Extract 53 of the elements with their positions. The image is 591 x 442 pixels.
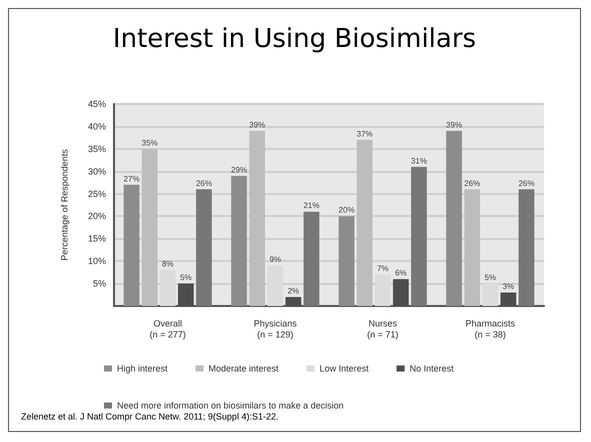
legend-label: High interest	[117, 364, 168, 374]
x-tick-label: Pharmacists (n = 38)	[465, 318, 516, 340]
bar	[446, 130, 462, 306]
data-label: 9%	[269, 255, 282, 264]
data-label: 26%	[196, 178, 212, 188]
x-tick-label: Overall (n = 277)	[150, 318, 186, 340]
data-label: 29%	[231, 165, 248, 174]
bar	[338, 216, 354, 306]
legend-label: Low Interest	[320, 364, 370, 374]
bar	[231, 176, 247, 306]
bar	[124, 184, 140, 306]
data-label: 20%	[338, 206, 355, 215]
data-label: 6%	[395, 268, 407, 278]
data-label: 21%	[303, 201, 320, 210]
x-tick-label: Nurses (n = 71)	[367, 318, 398, 340]
bar	[518, 189, 534, 306]
data-label: 5%	[484, 273, 496, 282]
y-axis-title: Percentage of Respondents	[60, 148, 70, 261]
bar	[196, 189, 212, 306]
data-label: 3%	[502, 282, 514, 292]
bar	[249, 130, 266, 306]
chart-title: Interest in Using Biosimilars	[112, 24, 476, 54]
data-label: 31%	[410, 156, 427, 166]
bar	[142, 148, 158, 306]
legend-label: Moderate interest	[208, 364, 280, 374]
text: Zelenetz et al. J Natl Compr Canc Netw. 2011; 9(Suppl 4):S1-22.	[21, 412, 278, 422]
y-tick-label: 40%	[88, 121, 106, 132]
y-tick-label: 35%	[88, 144, 106, 154]
legend-label: No Interest	[410, 364, 454, 374]
data-label: 39%	[249, 120, 266, 130]
data-label: 26%	[518, 178, 534, 188]
data-label: 39%	[446, 120, 462, 130]
bar	[304, 212, 320, 306]
data-label: 7%	[376, 264, 389, 274]
data-label: 27%	[124, 174, 140, 184]
y-tick-label: 25%	[88, 188, 106, 199]
y-tick-label: 45%	[88, 99, 106, 109]
data-label: 37%	[356, 129, 373, 138]
bar	[464, 189, 480, 306]
data-label: 5%	[180, 273, 192, 282]
data-label: 26%	[464, 178, 480, 188]
y-tick-label: 30%	[88, 166, 106, 176]
data-label: 2%	[288, 286, 300, 296]
y-tick-label: 20%	[88, 211, 106, 222]
legend-label: Need more information on biosimilars to make a decision	[117, 400, 344, 410]
x-tick-label: Physicians (n = 129)	[254, 318, 298, 340]
data-label: 35%	[142, 138, 158, 148]
y-tick-label: 5%	[92, 278, 106, 289]
y-tick-label: 15%	[88, 234, 106, 244]
bar	[356, 140, 373, 306]
bar	[411, 166, 427, 306]
y-tick-label: 10%	[88, 256, 106, 266]
data-label: 8%	[162, 260, 174, 269]
